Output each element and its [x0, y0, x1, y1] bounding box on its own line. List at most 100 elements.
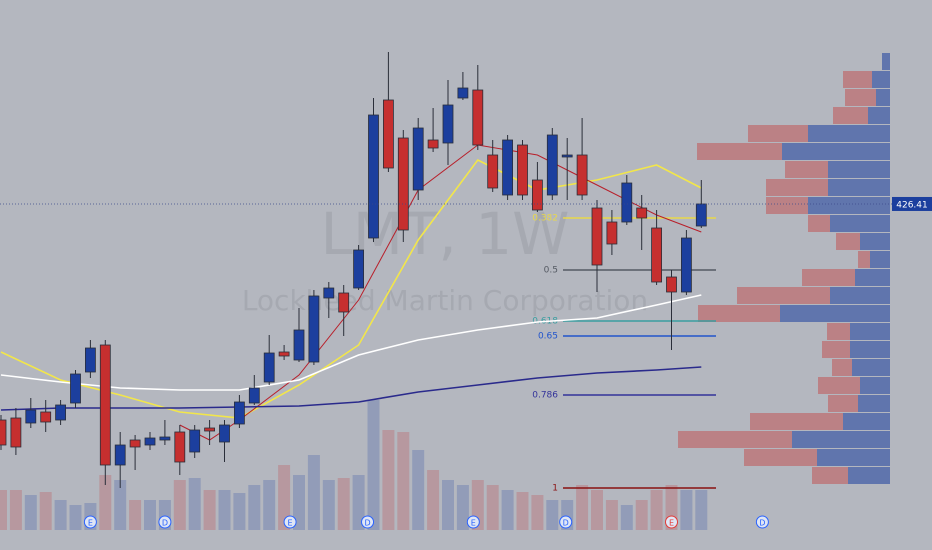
volume-bar — [99, 475, 112, 530]
event-marker — [559, 515, 573, 529]
profile-up — [792, 431, 890, 448]
candle-body — [368, 114, 379, 239]
volume-bar — [501, 490, 514, 530]
event-marker — [466, 515, 480, 529]
candle-body — [0, 419, 7, 446]
volume-bar — [427, 470, 440, 530]
event-label: E — [669, 519, 674, 528]
volume-bar — [412, 450, 425, 530]
profile-down — [827, 323, 850, 340]
volume-bar — [382, 430, 395, 530]
profile-up — [850, 341, 890, 358]
candle-body — [546, 134, 558, 196]
volume-bar — [173, 480, 186, 530]
last-price-label: 426.41 — [896, 200, 928, 210]
candle-body — [591, 207, 603, 266]
profile-up — [876, 89, 890, 106]
volume-bar — [605, 500, 618, 530]
volume-bar — [188, 478, 201, 530]
candle-body — [606, 221, 618, 245]
candle-body — [576, 154, 588, 196]
profile-up — [808, 125, 890, 142]
profile-up — [808, 197, 890, 214]
event-label: D — [563, 519, 569, 528]
candle-body — [40, 411, 52, 423]
profile-up — [882, 53, 890, 70]
event-label: D — [162, 519, 168, 528]
volume-bar — [144, 500, 156, 530]
profile-up — [872, 71, 890, 88]
volume-bar — [9, 490, 22, 530]
candle-body — [323, 287, 335, 299]
volume-bar — [278, 465, 291, 530]
candle-body — [144, 437, 156, 446]
profile-up — [860, 233, 890, 250]
profile-up — [858, 395, 890, 412]
profile-down — [802, 269, 855, 286]
profile-down — [833, 107, 868, 124]
candle-body — [25, 409, 37, 424]
volume-bar — [39, 492, 52, 530]
candle-body — [248, 387, 260, 404]
volume-bar — [129, 500, 142, 530]
candle-body — [681, 237, 692, 293]
candle-body — [353, 249, 365, 289]
profile-down — [858, 251, 870, 268]
volume-bar — [69, 505, 82, 530]
candle-body — [442, 104, 454, 144]
volume-bar — [397, 432, 410, 530]
volume-bar — [54, 500, 67, 530]
candle-body — [10, 417, 22, 448]
profile-up — [855, 269, 890, 286]
profile-up — [830, 215, 890, 232]
event-label: E — [471, 519, 476, 528]
volume-bar — [531, 495, 544, 530]
event-marker — [83, 515, 97, 529]
profile-up — [843, 413, 890, 430]
candle-body — [621, 182, 633, 223]
profile-down — [750, 413, 843, 430]
candle-body — [502, 139, 514, 196]
candle-body — [666, 276, 677, 293]
profile-up — [828, 179, 890, 196]
candle-body — [532, 179, 543, 211]
volume-bar — [680, 490, 693, 530]
candle-body — [293, 329, 305, 361]
profile-down — [832, 359, 852, 376]
volume-bar — [591, 490, 603, 530]
volume-profile — [678, 53, 890, 484]
profile-up — [860, 377, 890, 394]
volume-bar — [516, 492, 529, 530]
profile-up — [780, 305, 890, 322]
volume-layer — [0, 400, 708, 530]
volume-bar — [114, 480, 127, 530]
volume-bar — [293, 475, 305, 530]
profile-down — [697, 143, 782, 160]
candle-body — [263, 352, 275, 383]
candle-body — [129, 439, 141, 448]
volume-bar — [367, 400, 380, 530]
profile-down — [812, 467, 848, 484]
profile-up — [870, 251, 890, 268]
volume-bar — [620, 505, 633, 530]
profile-up — [850, 323, 890, 340]
volume-bar — [24, 495, 37, 530]
volume-bar — [233, 493, 246, 530]
volume-bar — [248, 485, 261, 530]
profile-up — [868, 107, 890, 124]
volume-bar — [218, 490, 231, 530]
profile-down — [766, 197, 808, 214]
candle-body — [189, 429, 201, 453]
volume-bar — [307, 455, 320, 530]
moving-average — [0, 366, 702, 411]
candle-body — [85, 347, 96, 373]
moving-average — [0, 158, 702, 419]
candle-body — [308, 295, 320, 363]
profile-up — [817, 449, 890, 466]
candle-layer — [0, 52, 707, 488]
profile-up — [852, 359, 890, 376]
profile-up — [828, 161, 890, 178]
last-price: 426.41 — [0, 196, 932, 211]
volume-bar — [263, 480, 276, 530]
volume-bar — [337, 478, 350, 530]
